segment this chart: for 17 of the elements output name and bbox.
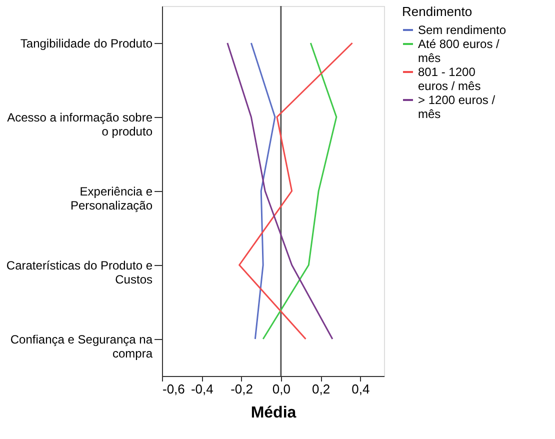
y-tick-label: Tangibilidade do Produto <box>20 36 153 50</box>
legend-label: > 1200 euros / mês <box>418 93 496 121</box>
y-tick-label: Confiança e Segurança na compra <box>10 332 153 360</box>
legend-label: Sem rendimento <box>418 23 506 37</box>
legend-title: Rendimento <box>402 4 472 19</box>
y-tick-label: Caraterísticas do Produto e Custos <box>6 258 153 286</box>
x-tick-label: -0,6 <box>162 382 185 396</box>
x-tick-label: -0,2 <box>230 382 253 396</box>
x-tick-label: 0,4 <box>352 382 370 396</box>
legend-label: Até 800 euros / mês <box>418 37 500 65</box>
x-tick-label: -0,4 <box>190 382 214 396</box>
y-tick-label: Experiência e Personalização <box>70 184 153 212</box>
x-axis-title: Média <box>250 404 296 422</box>
legend-label: 801 - 1200 euros / mês <box>418 65 481 93</box>
y-tick-label: Acesso a informação sobre o produto <box>7 110 153 138</box>
x-tick-label: 0,2 <box>312 382 330 396</box>
x-tick-label: 0,0 <box>272 382 290 396</box>
